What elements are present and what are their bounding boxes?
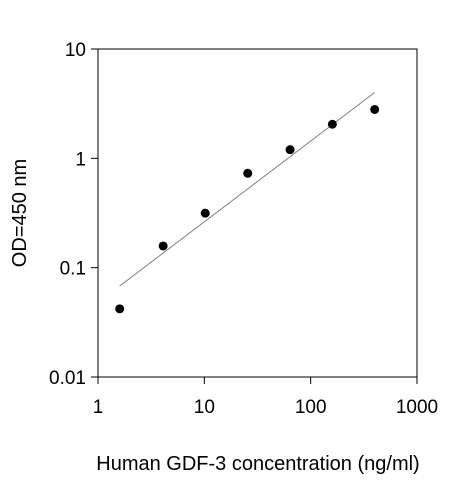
plot-area-frame <box>97 48 418 378</box>
data-point <box>370 104 380 114</box>
x-tick-label: 100 <box>295 397 327 418</box>
y-tick-label: 0.1 <box>60 259 86 280</box>
fit-line-layer <box>119 92 375 287</box>
data-point <box>243 168 253 178</box>
y-axis-ticks: 0.01 0.1 1 10 <box>49 40 98 389</box>
data-point <box>158 241 168 251</box>
data-point <box>327 119 337 129</box>
data-point <box>200 208 210 218</box>
data-points-layer <box>115 104 380 314</box>
data-point <box>285 145 295 155</box>
x-axis-title: Human GDF-3 concentration (ng/ml) <box>96 453 419 475</box>
y-tick-label: 10 <box>65 40 86 61</box>
x-axis-ticks: 1 10 100 1000 <box>93 377 438 418</box>
y-tick-label: 0.01 <box>49 368 86 389</box>
x-tick-label: 1 <box>93 397 104 418</box>
fit-line <box>119 92 375 287</box>
x-tick-label: 1000 <box>396 397 438 418</box>
x-tick-label: 10 <box>194 397 215 418</box>
data-point <box>115 304 125 314</box>
y-axis-title: OD=450 nm <box>9 159 31 267</box>
y-tick-label: 1 <box>75 149 86 170</box>
